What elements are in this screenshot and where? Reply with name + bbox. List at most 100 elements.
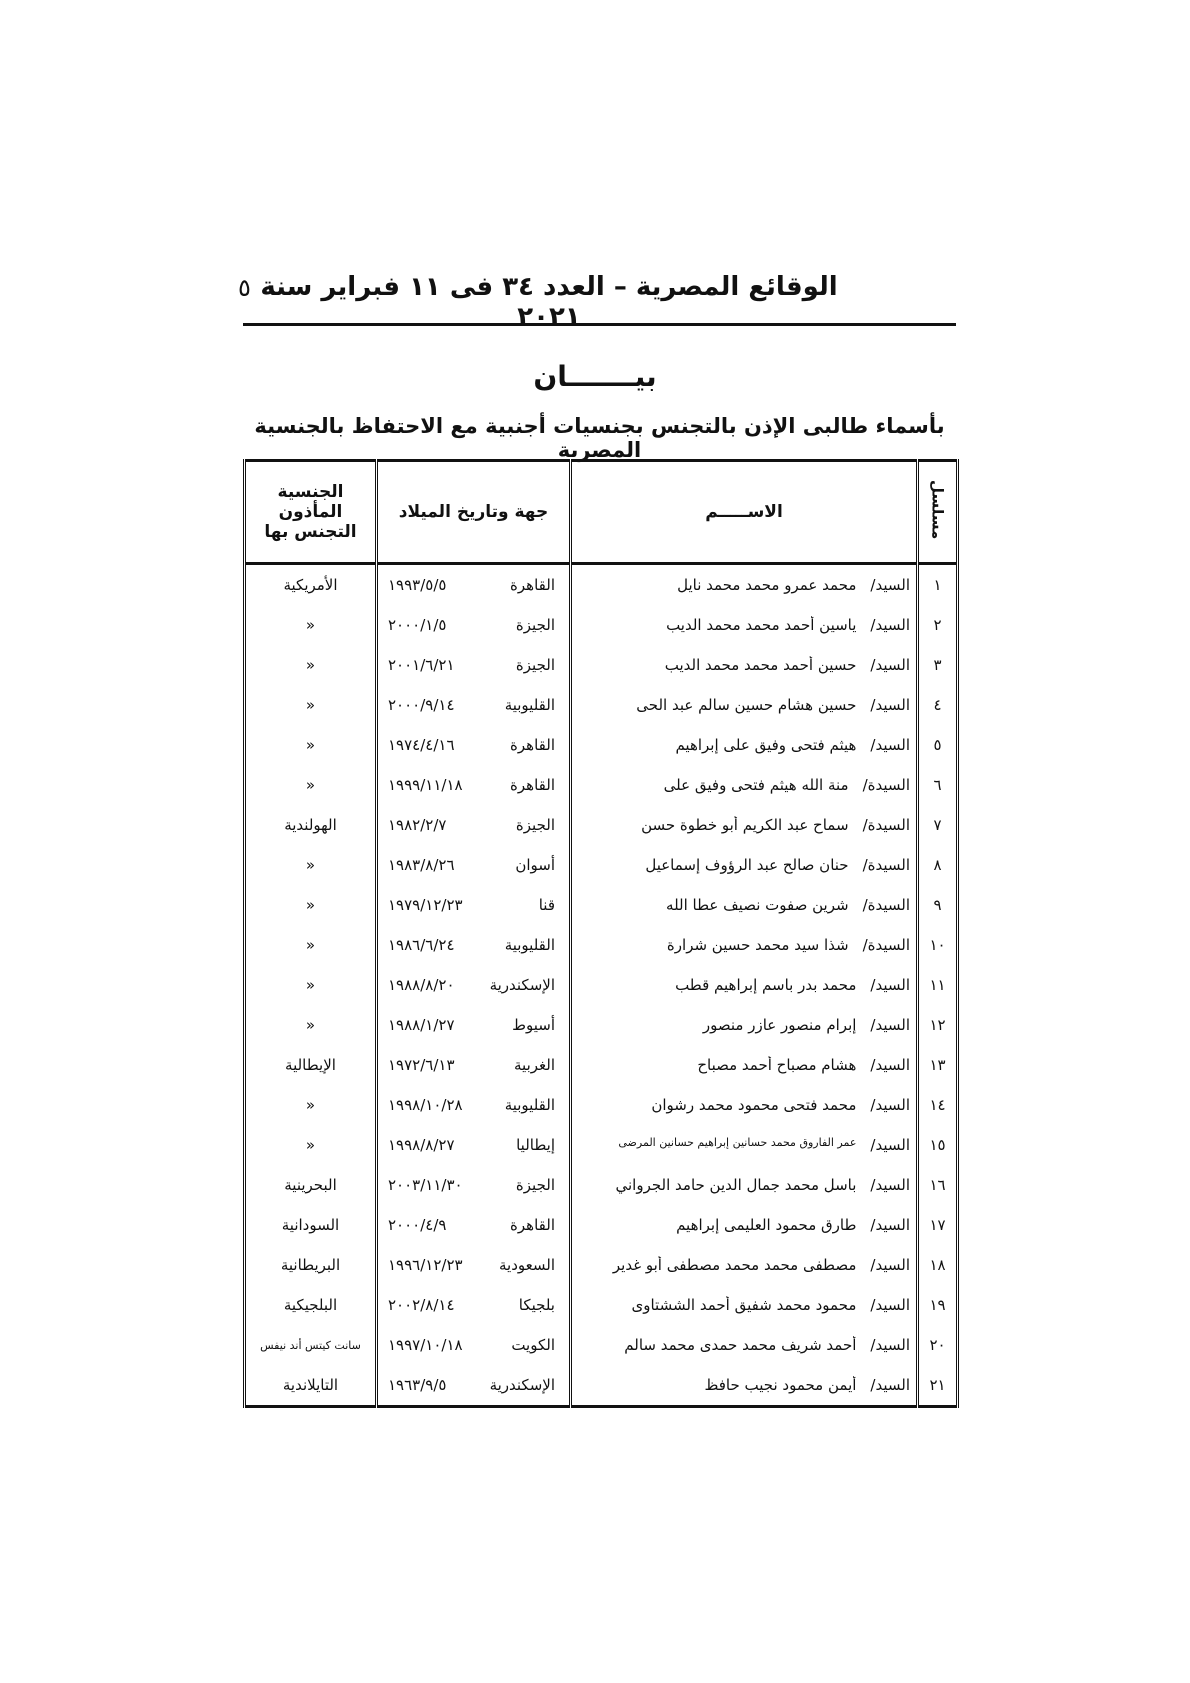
name: أحمد شريف محمد حمدى محمد سالم [624,1336,857,1354]
serial: ٩ [916,885,959,925]
serial: ١٤ [916,1085,959,1125]
table-row: ١٥ السيد/عمر الفاروق محمد حسانين إبراهيم … [243,1125,959,1165]
name-cell: السيد/ياسين أحمد محمد محمد الديب [569,605,919,645]
nationality: « [243,845,378,885]
table-row: ٧ السيدة/سماح عبد الكريم أبو خطوة حسن الجي… [243,805,959,845]
honorific: السيد/ [870,1016,910,1034]
table-row: ٥ السيد/هيثم فتحى وفيق على إبراهيم القاهرة… [243,725,959,765]
honorific: السيد/ [870,1336,910,1354]
nationality: « [243,725,378,765]
birth-wrap: القليوبية ١٩٩٨/١٠/٢٨ [378,1096,569,1114]
birth-place: القاهرة [510,776,555,794]
birth-cell: القاهرة ١٩٧٤/٤/١٦ [375,725,572,765]
honorific: السيد/ [870,1376,910,1394]
honorific: السيد/ [870,736,910,754]
birth-date: ١٩٩٣/٥/٥ [388,576,447,594]
name: هشام مصباح أحمد مصباح [697,1056,857,1074]
birth-cell: القليوبية ١٩٩٨/١٠/٢٨ [375,1085,572,1125]
birth-date: ١٩٨٨/٨/٢٠ [388,976,455,994]
nationality: سانت كيتس أند نيفس [243,1325,378,1365]
birth-place: أسيوط [512,1016,555,1034]
name: محمد فتحى محمود محمد رشوان [651,1096,857,1114]
birth-wrap: إيطاليا ١٩٩٨/٨/٢٧ [378,1136,569,1154]
nationality: « [243,885,378,925]
serial: ٣ [916,645,959,685]
table-row: ١٣ السيد/هشام مصباح أحمد مصباح الغربية ١٩٧٢… [243,1045,959,1085]
name-cell: السيد/محمد بدر باسم إبراهيم قطب [569,965,919,1005]
name: هيثم فتحى وفيق على إبراهيم [675,736,857,754]
birth-cell: الإسكندرية ١٩٨٨/٨/٢٠ [375,965,572,1005]
honorific: السيد/ [870,1176,910,1194]
birth-date: ١٩٩٨/٨/٢٧ [388,1136,455,1154]
name-wrap: السيد/مصطفى محمد محمد مصطفى أبو غدير [572,1256,916,1274]
birth-cell: الكويت ١٩٩٧/١٠/١٨ [375,1325,572,1365]
serial: ١٠ [916,925,959,965]
name-wrap: السيد/أيمن محمود نجيب حافظ [572,1376,916,1394]
nationality: « [243,645,378,685]
table-row: ١٨ السيد/مصطفى محمد محمد مصطفى أبو غدير ال… [243,1245,959,1285]
birth-place: القاهرة [510,1216,555,1234]
birth-place: الجيزة [515,656,555,674]
birth-cell: الغربية ١٩٧٢/٦/١٣ [375,1045,572,1085]
honorific: السيد/ [870,1216,910,1234]
name: محمد عمرو محمد محمد نايل [677,576,857,594]
nationality: « [243,965,378,1005]
honorific: السيدة/ [862,896,910,914]
serial: ٨ [916,845,959,885]
serial: ٥ [916,725,959,765]
birth-place: الجيزة [515,1176,555,1194]
birth-wrap: القليوبية ٢٠٠٠/٩/١٤ [378,696,569,714]
name-wrap: السيدة/منة الله هيثم فتحى وفيق على [572,776,916,794]
birth-cell: أسوان ١٩٨٣/٨/٢٦ [375,845,572,885]
birth-place: أسوان [515,856,555,874]
birth-wrap: القاهرة ١٩٩٩/١١/١٨ [378,776,569,794]
birth-cell: الجيزة ٢٠٠٣/١١/٣٠ [375,1165,572,1205]
birth-date: ٢٠٠٠/١/٥ [388,616,447,634]
birth-cell: الجيزة ٢٠٠١/٦/٢١ [375,645,572,685]
birth-place: القاهرة [510,736,555,754]
birth-wrap: الجيزة ١٩٨٢/٢/٧ [378,816,569,834]
name-wrap: السيد/باسل محمد جمال الدين حامد الجرواني [572,1176,916,1194]
name-cell: السيد/حسين هشام حسين سالم عبد الحى [569,685,919,725]
birth-cell: الجيزة ١٩٨٢/٢/٧ [375,805,572,845]
birth-date: ١٩٨٨/١/٢٧ [388,1016,455,1034]
nationality: « [243,1085,378,1125]
nationality: البريطانية [243,1245,378,1285]
column-header: الاســـــم [569,460,919,565]
birth-date: ١٩٧٢/٦/١٣ [388,1056,455,1074]
birth-wrap: أسوان ١٩٨٣/٨/٢٦ [378,856,569,874]
name: طارق محمود العليمى إبراهيم [676,1216,857,1234]
nationality: « [243,685,378,725]
name-cell: السيدة/منة الله هيثم فتحى وفيق على [569,765,919,805]
honorific: السيد/ [870,976,910,994]
birth-place: الجيزة [515,616,555,634]
name-cell: السيدة/شذا سيد محمد حسين شرارة [569,925,919,965]
honorific: السيد/ [870,1256,910,1274]
birth-date: ١٩٨٢/٢/٧ [388,816,447,834]
honorific: السيدة/ [862,776,910,794]
birth-date: ١٩٧٤/٤/١٦ [388,736,455,754]
serial: ١٥ [916,1125,959,1165]
nationality: « [243,1005,378,1045]
birth-wrap: أسيوط ١٩٨٨/١/٢٧ [378,1016,569,1034]
honorific: السيدة/ [862,936,910,954]
name: ياسين أحمد محمد محمد الديب [666,616,857,634]
name-cell: السيد/محمود محمد شفيق أحمد الششتاوى [569,1285,919,1325]
honorific: السيد/ [870,1136,910,1154]
serial: ٢١ [916,1365,959,1407]
name-wrap: السيد/عمر الفاروق محمد حسانين إبراهيم حس… [572,1136,916,1154]
table-row: ٢ السيد/ياسين أحمد محمد محمد الديب الجيزة ٢… [243,605,959,645]
birth-date: ١٩٨٣/٨/٢٦ [388,856,455,874]
birth-place: قنا [538,896,555,914]
name-cell: السيد/أحمد شريف محمد حمدى محمد سالم [569,1325,919,1365]
birth-cell: القاهرة ٢٠٠٠/٤/٩ [375,1205,572,1245]
name: حسين هشام حسين سالم عبد الحى [636,696,857,714]
birth-cell: القليوبية ١٩٨٦/٦/٢٤ [375,925,572,965]
birth-cell: أسيوط ١٩٨٨/١/٢٧ [375,1005,572,1045]
honorific: السيد/ [870,1096,910,1114]
table-row: ٨ السيدة/حنان صالح عبد الرؤوف إسماعيل أسوا… [243,845,959,885]
birth-date: ١٩٩٦/١٢/٢٣ [388,1256,463,1274]
table-row: ١ السيد/محمد عمرو محمد محمد نايل القاهرة ١٩… [243,563,959,605]
name-wrap: السيد/أحمد شريف محمد حمدى محمد سالم [572,1336,916,1354]
